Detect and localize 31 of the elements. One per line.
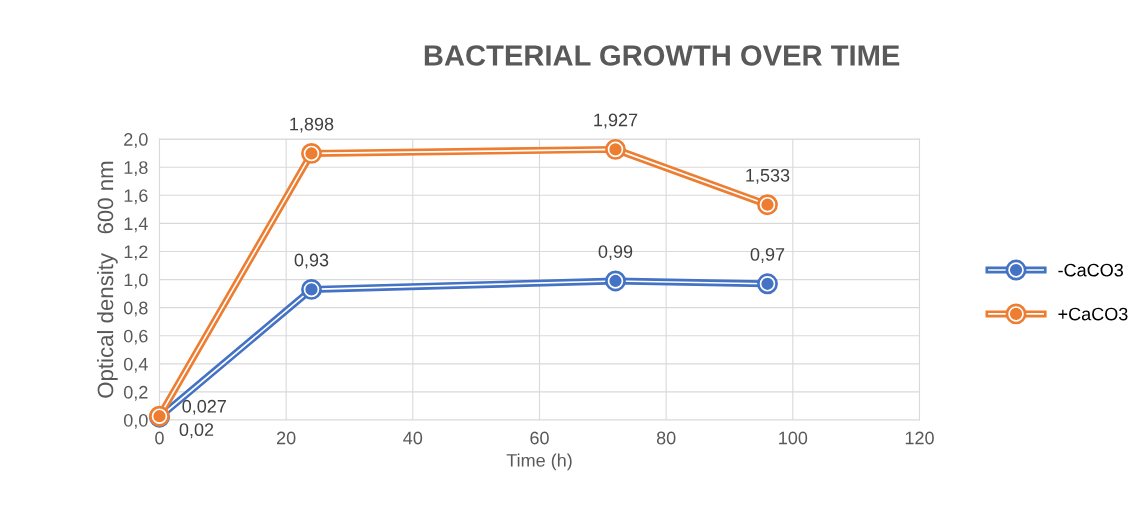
x-tick-label: 120 bbox=[905, 431, 934, 445]
chart-title: BACTERIAL GROWTH OVER TIME bbox=[424, 45, 900, 66]
x-tick-label: 0 bbox=[155, 431, 164, 445]
y-tick-label: 1,6 bbox=[124, 189, 148, 205]
x-tick-label: 40 bbox=[403, 431, 423, 445]
data-label: 1,533 bbox=[746, 168, 790, 184]
y-tick-label: 1,8 bbox=[124, 161, 148, 177]
y-tick-label: 1,4 bbox=[124, 217, 148, 233]
data-label: 0,027 bbox=[182, 399, 226, 415]
y-tick-label: 0,0 bbox=[123, 413, 148, 429]
y-tick-label: 0,4 bbox=[123, 357, 148, 373]
y-tick-label: 0,6 bbox=[123, 329, 148, 345]
data-label: 0,99 bbox=[598, 245, 633, 261]
x-tick-label: 20 bbox=[277, 431, 296, 445]
data-label: 1,898 bbox=[290, 117, 334, 133]
y-tick-label: 2,0 bbox=[124, 133, 148, 148]
x-tick-label: 80 bbox=[656, 431, 676, 445]
data-label: 0,93 bbox=[294, 253, 329, 269]
x-axis-title: Time (h) bbox=[506, 453, 572, 471]
legend-label: +CaCO3 bbox=[1058, 307, 1128, 321]
y-tick-label: 0,2 bbox=[123, 385, 148, 401]
data-label: 1,927 bbox=[594, 113, 638, 129]
x-tick-label: 100 bbox=[779, 431, 808, 445]
y-tick-label: 0,8 bbox=[123, 301, 148, 317]
data-label: 0,97 bbox=[750, 247, 785, 263]
data-label: 0,02 bbox=[179, 423, 214, 439]
x-tick-label: 60 bbox=[530, 431, 549, 445]
y-axis-title: Optical density 600 nm bbox=[96, 161, 118, 398]
y-tick-label: 1,0 bbox=[124, 273, 148, 289]
legend-label: -CaCO3 bbox=[1058, 263, 1123, 277]
y-tick-label: 1,2 bbox=[124, 245, 148, 261]
